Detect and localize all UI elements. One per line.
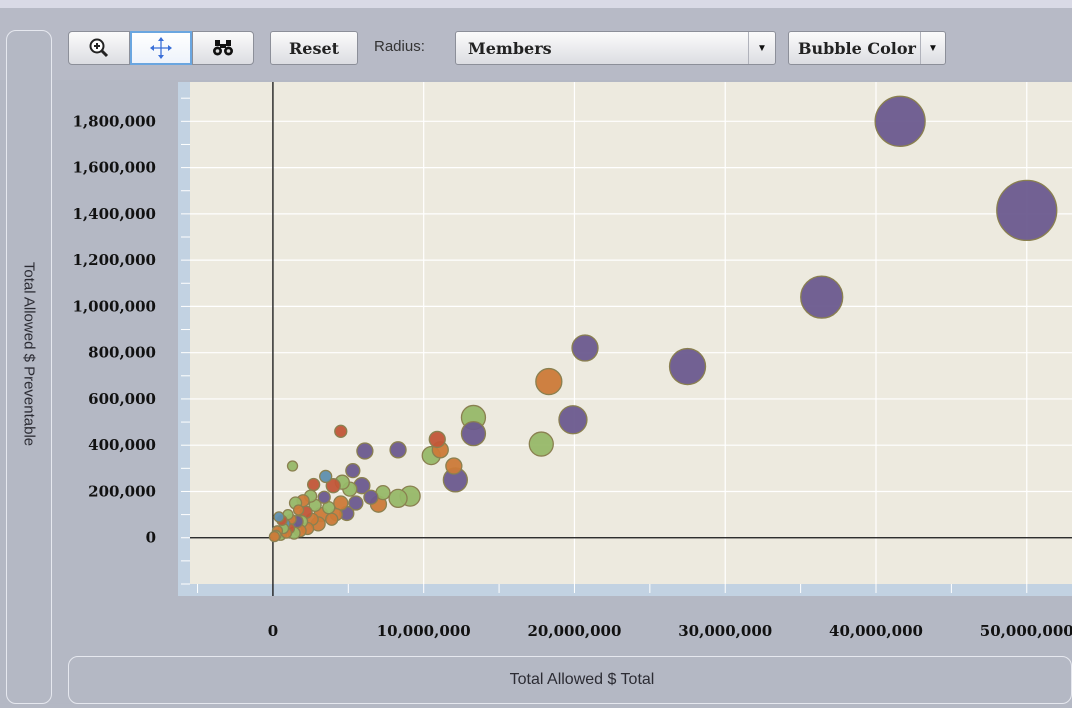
y-tick-label: 400,000 xyxy=(88,436,156,454)
data-bubble xyxy=(268,530,281,543)
data-bubble xyxy=(345,462,361,479)
data-bubble xyxy=(389,441,407,459)
data-bubble xyxy=(286,460,299,472)
data-bubble xyxy=(460,420,487,447)
data-bubble xyxy=(445,457,463,475)
y-tick-label: 1,000,000 xyxy=(72,297,156,315)
chevron-down-icon: ▼ xyxy=(920,32,945,64)
x-tick-label: 10,000,000 xyxy=(377,622,471,640)
y-tick-label: 1,600,000 xyxy=(72,159,156,177)
y-tick-label: 600,000 xyxy=(88,390,156,408)
data-bubble xyxy=(528,431,554,457)
data-bubble xyxy=(325,478,341,494)
data-bubble xyxy=(348,495,364,511)
find-tool-button[interactable] xyxy=(192,31,254,65)
data-bubble xyxy=(388,488,408,509)
x-axis-band xyxy=(178,584,1072,596)
chevron-down-icon: ▼ xyxy=(748,32,775,64)
data-bubble xyxy=(292,504,305,516)
zoom-in-tool-button[interactable] xyxy=(68,31,130,65)
x-axis-title: Total Allowed $ Total xyxy=(509,671,655,688)
x-tick-label: 20,000,000 xyxy=(527,622,621,640)
x-tick-label: 0 xyxy=(268,622,278,640)
data-bubble xyxy=(571,334,599,362)
bubble-color-select[interactable]: Bubble Color ▼ xyxy=(788,31,946,65)
radius-select[interactable]: Members ▼ xyxy=(455,31,776,65)
data-bubble xyxy=(800,275,844,319)
y-tick-label: 200,000 xyxy=(88,482,156,500)
y-tick-label: 1,200,000 xyxy=(72,251,156,269)
data-bubble xyxy=(558,405,588,435)
pan-tool-button[interactable] xyxy=(130,31,192,65)
data-bubble xyxy=(535,367,563,396)
data-bubble xyxy=(996,179,1058,242)
y-tick-label: 1,800,000 xyxy=(72,112,156,130)
data-bubble xyxy=(334,424,348,438)
zoom-in-icon xyxy=(89,38,109,58)
radius-label: Radius: xyxy=(374,38,425,55)
y-tick-label: 0 xyxy=(146,529,156,547)
x-tick-label: 50,000,000 xyxy=(980,622,1072,640)
data-bubble xyxy=(668,347,707,386)
y-axis-band xyxy=(178,82,190,596)
pan-icon xyxy=(150,37,172,59)
data-bubble xyxy=(356,442,374,460)
data-bubble xyxy=(317,490,331,504)
data-bubble xyxy=(428,430,446,449)
data-bubble xyxy=(306,477,321,492)
data-bubble xyxy=(325,512,339,526)
top-band xyxy=(0,0,1072,8)
y-tick-label: 800,000 xyxy=(88,344,156,362)
binoculars-icon xyxy=(213,40,233,56)
radius-select-value: Members xyxy=(468,38,552,58)
data-bubble xyxy=(874,95,926,147)
data-bubble xyxy=(319,469,333,484)
data-bubble xyxy=(273,511,285,523)
bubble-color-select-label: Bubble Color xyxy=(798,38,916,58)
data-bubble xyxy=(363,489,379,505)
y-axis-title-panel xyxy=(6,30,52,704)
navigation-tool-group xyxy=(68,31,258,65)
reset-button[interactable]: Reset xyxy=(270,31,358,65)
x-tick-label: 30,000,000 xyxy=(678,622,772,640)
y-tick-label: 1,400,000 xyxy=(72,205,156,223)
x-axis-title-panel xyxy=(68,656,1072,704)
data-bubble xyxy=(333,495,349,511)
x-tick-label: 40,000,000 xyxy=(829,622,923,640)
